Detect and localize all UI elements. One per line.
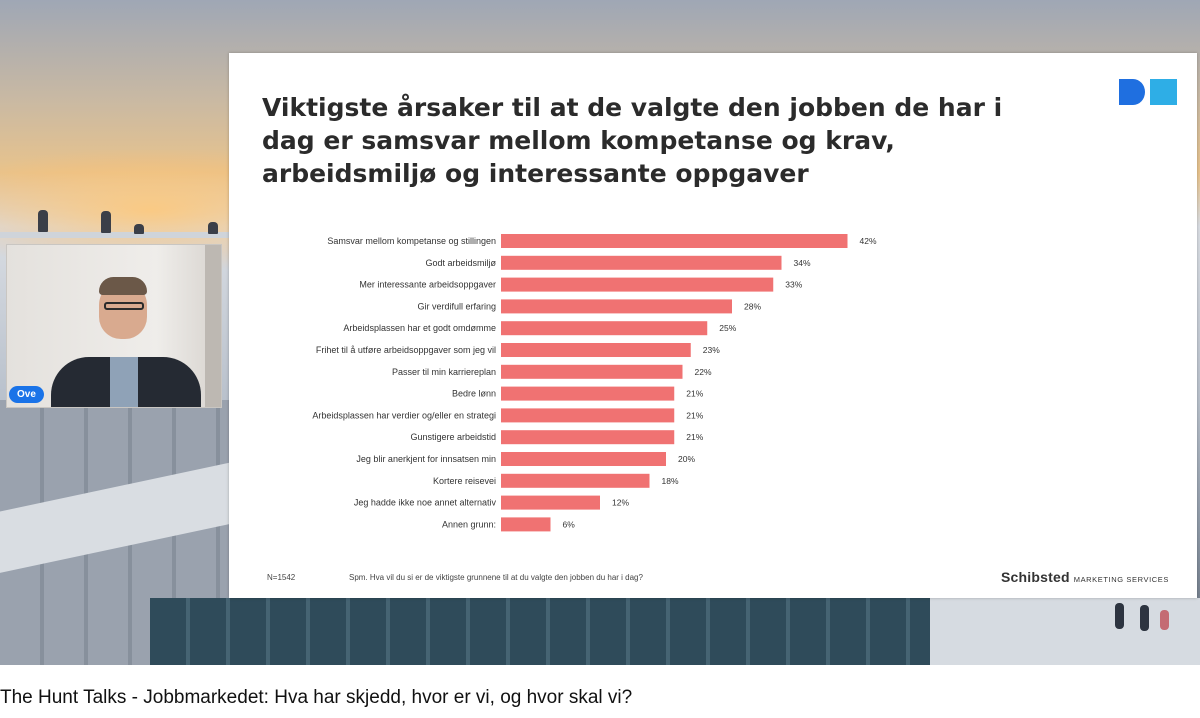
video-frame: Ove Viktigste årsaker til at de valgte d… <box>0 0 1200 665</box>
value-label: 34% <box>794 258 811 268</box>
speaker-name-badge: Ove <box>9 386 44 403</box>
video-title[interactable]: The Hunt Talks - Jobbmarkedet: Hva har s… <box>0 687 633 708</box>
category-label: Godt arbeidsmiljø <box>425 258 496 268</box>
category-label: Passer til min karriereplan <box>392 367 496 377</box>
category-label: Gir verdifull erfaring <box>417 301 496 311</box>
bar <box>501 452 666 466</box>
bar <box>501 408 675 423</box>
category-label: Arbeidsplassen har et godt omdømme <box>343 323 496 333</box>
glass-facade <box>150 598 950 665</box>
speaker-webcam <box>6 244 222 408</box>
roof-line <box>0 232 230 238</box>
value-label: 18% <box>662 476 679 486</box>
bar <box>501 364 683 379</box>
bar <box>501 255 782 270</box>
category-label: Frihet til å utføre arbeidsoppgaver som … <box>316 345 496 355</box>
rooftop-silhouette <box>134 224 144 234</box>
value-label: 33% <box>785 280 802 290</box>
value-label: 21% <box>686 432 703 442</box>
slide-title: Viktigste årsaker til at de valgte den j… <box>262 93 1003 188</box>
walking-person <box>1160 610 1169 630</box>
bar <box>501 386 675 401</box>
bar <box>501 277 774 292</box>
rooftop-silhouette <box>38 210 48 232</box>
plaza <box>930 598 1200 665</box>
rooftop-silhouette <box>208 222 218 234</box>
speaker-hair <box>99 277 147 295</box>
category-label: Arbeidsplassen har verdier og/eller en s… <box>312 410 496 420</box>
bar-chart: Samsvar mellom kompetanse og stillingen 4… <box>312 234 877 532</box>
category-label: Mer interessante arbeidsoppgaver <box>359 280 496 290</box>
presentation-slide: Viktigste årsaker til at de valgte den j… <box>229 53 1197 598</box>
value-label: 28% <box>744 301 761 311</box>
walking-person <box>1115 603 1124 629</box>
value-label: 42% <box>860 236 877 246</box>
category-label: Annen grunn: <box>442 519 496 529</box>
brand-sub: MARKETING SERVICES <box>1073 575 1169 584</box>
bar <box>501 517 551 532</box>
walking-person <box>1140 605 1149 631</box>
category-label: Jeg blir anerkjent for innsatsen min <box>356 454 496 464</box>
category-label: Samsvar mellom kompetanse og stillingen <box>327 236 496 246</box>
bar <box>501 495 600 510</box>
value-label: 23% <box>703 345 720 355</box>
bar <box>501 430 675 445</box>
category-label: Gunstigere arbeidstid <box>410 432 496 442</box>
value-label: 12% <box>612 498 629 508</box>
category-label: Jeg hadde ikke noe annet alternativ <box>354 498 497 508</box>
value-label: 22% <box>695 367 712 377</box>
schibsted-logo-icon <box>1119 79 1177 105</box>
sample-size: N=1542 <box>267 573 296 582</box>
bar <box>501 299 732 314</box>
value-label: 25% <box>719 323 736 333</box>
category-label: Kortere reisevei <box>433 476 496 486</box>
speaker-glasses <box>104 302 144 310</box>
survey-question: Spm. Hva vil du si er de viktigste grunn… <box>349 573 643 582</box>
bar <box>501 343 691 357</box>
rooftop-silhouette <box>101 211 111 233</box>
value-label: 21% <box>686 389 703 399</box>
value-label: 21% <box>686 410 703 420</box>
bar <box>501 473 650 488</box>
bar <box>501 234 848 248</box>
bar <box>501 321 708 336</box>
brand-name: Schibsted <box>1001 569 1070 585</box>
value-label: 6% <box>563 519 576 529</box>
category-label: Bedre lønn <box>452 389 496 399</box>
speaker-shirt <box>110 357 138 407</box>
brand-footer: Schibsted MARKETING SERVICES <box>1001 569 1169 585</box>
value-label: 20% <box>678 454 695 464</box>
